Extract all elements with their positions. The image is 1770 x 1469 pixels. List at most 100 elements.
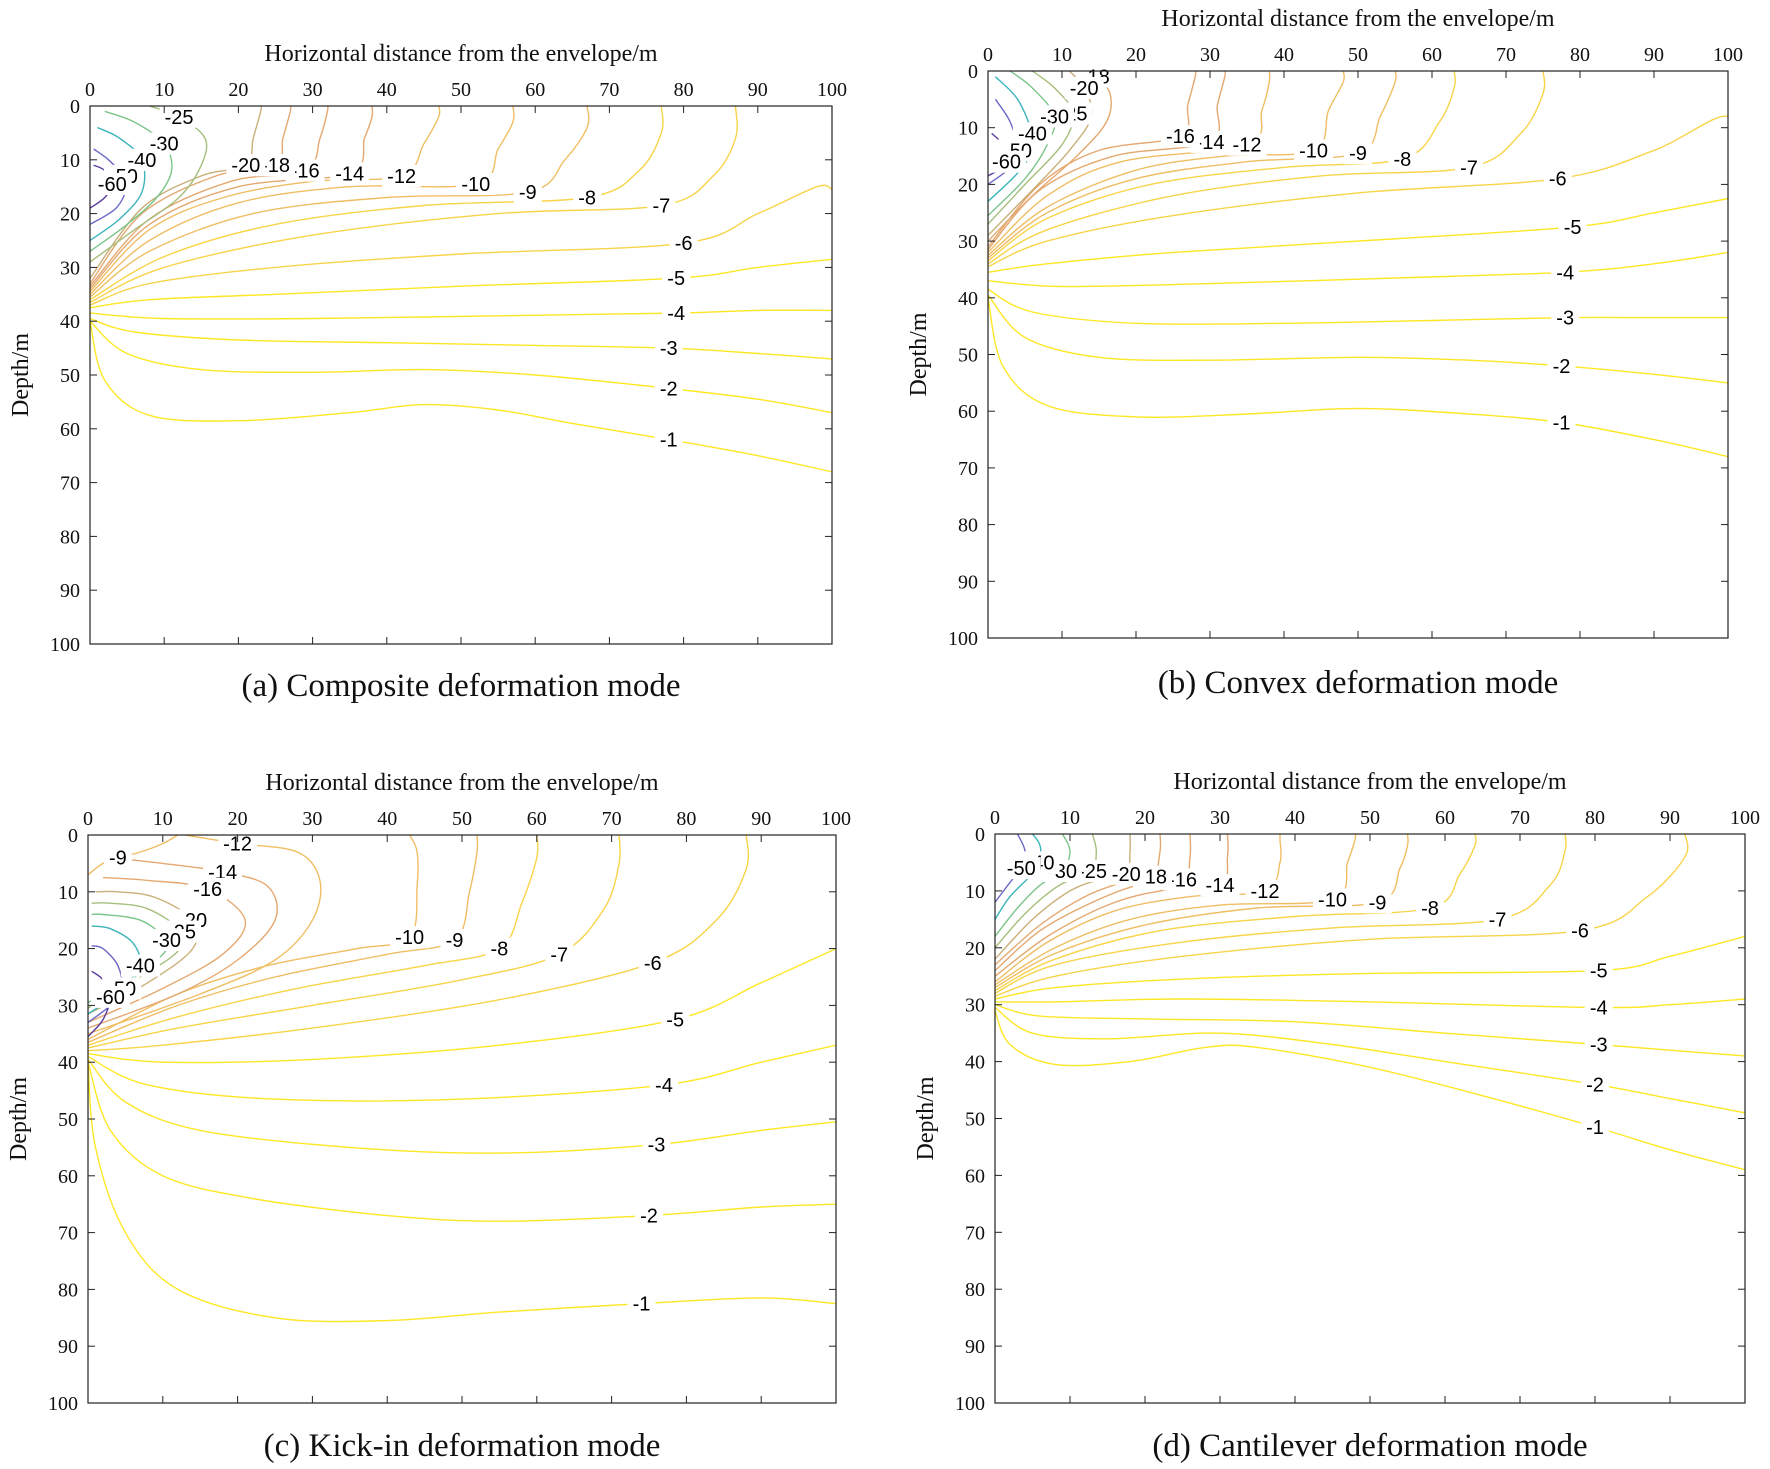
x-tick-label: 100 (1730, 807, 1760, 829)
contour-label: -5 (666, 1010, 684, 1032)
contour-label-bg (661, 1008, 690, 1031)
contour-label: -20 (1070, 78, 1099, 100)
contour-line (988, 115, 1728, 268)
contour-label: -9 (519, 182, 537, 204)
contour-label-bg (188, 877, 228, 900)
contour-label-bg (654, 377, 683, 400)
x-tick-label: 50 (1348, 44, 1368, 66)
x-axis-title: Horizontal distance from the envelope/m (264, 41, 658, 67)
x-axis-title: Horizontal distance from the envelope/m (1161, 6, 1555, 32)
contour-label-bg (440, 929, 469, 952)
contour-label: -7 (1489, 909, 1507, 931)
x-tick-label: 50 (451, 79, 471, 101)
contour-line (90, 184, 832, 306)
contour-label: -16 (193, 879, 222, 901)
contour-label-bg (1416, 896, 1444, 919)
contour-label-bg (1064, 77, 1104, 100)
y-tick-label: 20 (958, 174, 978, 196)
y-tick-label: 40 (60, 311, 80, 333)
x-tick-label: 60 (1422, 44, 1442, 66)
contour-label-bg (573, 186, 602, 209)
contour-label: -3 (648, 1135, 666, 1157)
y-tick-label: 0 (968, 61, 978, 83)
contour-label-bg (1547, 411, 1576, 434)
x-axis-title: Horizontal distance from the envelope/m (265, 770, 659, 796)
y-tick-label: 90 (958, 571, 978, 593)
x-tick-label: 30 (302, 808, 322, 830)
contour-label: -12 (1251, 881, 1280, 903)
contour-label: -16 (291, 161, 320, 183)
y-tick-label: 90 (965, 1336, 985, 1358)
contour-label-bg (638, 951, 667, 974)
contour-line (988, 297, 1728, 458)
x-tick-label: 10 (154, 79, 174, 101)
contour-line (988, 71, 1345, 256)
x-tick-label: 0 (983, 44, 993, 66)
contour-line (90, 309, 832, 320)
contour-label-bg (1584, 1033, 1613, 1056)
contour-label: -4 (1556, 262, 1574, 284)
contour-label-bg (1388, 147, 1417, 170)
contour-line (988, 71, 1456, 262)
x-tick-label: 20 (228, 808, 248, 830)
y-tick-label: 90 (58, 1336, 78, 1358)
contour-label-bg (1566, 919, 1594, 942)
y-tick-label: 60 (60, 419, 80, 441)
contour-lines (90, 106, 832, 473)
panel-c: -1-2-3-4-5-6-7-8-9-10-12-14-16-20-25-30-… (6, 770, 851, 1464)
contour-label: -25 (165, 107, 194, 129)
y-tick-label: 100 (948, 628, 978, 650)
x-tick-label: 90 (1644, 44, 1664, 66)
contour-label-bg (513, 181, 542, 204)
contour-line (988, 71, 1074, 225)
contour-label-bg (1584, 959, 1613, 982)
x-tick-label: 20 (1135, 807, 1155, 829)
contour-label-bg (1543, 167, 1572, 190)
contour-line (90, 321, 832, 473)
contour-label-bg (485, 937, 514, 960)
contour-line (995, 834, 1409, 989)
contour-label: -9 (1369, 892, 1387, 914)
y-tick-label: 50 (60, 365, 80, 387)
contour-label-bg (627, 1292, 656, 1315)
x-axis-title: Horizontal distance from the envelope/m (1173, 769, 1567, 795)
contour-line (995, 998, 1745, 1009)
contour-label-bg (649, 1073, 678, 1096)
contour-label: -4 (667, 303, 685, 325)
y-tick-label: 0 (68, 825, 78, 847)
x-tick-label: 90 (1660, 807, 1680, 829)
x-tick-label: 70 (602, 808, 622, 830)
x-tick-label: 80 (676, 808, 696, 830)
contour-label-bg (987, 150, 1026, 173)
x-tick-label: 0 (83, 808, 93, 830)
x-tick-label: 0 (990, 807, 1000, 829)
contour-label-bg (1106, 862, 1146, 885)
contour-label: -1 (633, 1294, 651, 1316)
x-tick-label: 70 (599, 79, 619, 101)
contour-line (995, 834, 1357, 986)
contour-label-bg (1551, 306, 1580, 329)
panel-caption: (c) Kick-in deformation mode (264, 1428, 661, 1464)
x-tick-label: 50 (1360, 807, 1380, 829)
panel-caption: (a) Composite deformation mode (242, 668, 681, 704)
y-tick-label: 100 (48, 1393, 78, 1415)
contour-line (88, 1044, 836, 1102)
contour-label-bg (1245, 879, 1285, 902)
y-tick-label: 80 (958, 515, 978, 537)
contour-line (90, 320, 832, 414)
contour-label: -8 (1394, 149, 1412, 171)
y-tick-label: 70 (958, 458, 978, 480)
y-tick-label: 80 (965, 1279, 985, 1301)
y-tick-label: 50 (965, 1109, 985, 1131)
contour-label: -2 (660, 378, 678, 400)
x-tick-label: 90 (748, 79, 768, 101)
contour-line (88, 835, 750, 1052)
y-tick-label: 60 (58, 1166, 78, 1188)
contour-line (988, 71, 1056, 217)
x-tick-label: 40 (377, 808, 397, 830)
panel-d: -1-2-3-4-5-6-7-8-9-10-12-14-16-18-20-25-… (913, 769, 1760, 1464)
contour-label-bg (390, 926, 430, 949)
panel-b: -1-2-3-4-5-6-7-8-9-10-12-14-16-18-20-25-… (906, 6, 1743, 701)
x-tick-label: 20 (1126, 44, 1146, 66)
